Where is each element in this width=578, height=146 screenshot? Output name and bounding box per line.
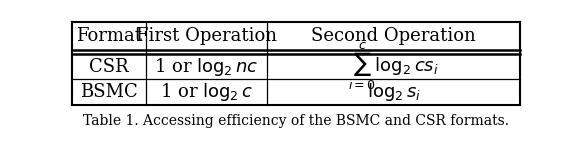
Text: BSMC: BSMC <box>80 83 138 101</box>
Text: $\log_2 s_i$: $\log_2 s_i$ <box>366 81 421 103</box>
Text: Second Operation: Second Operation <box>312 27 476 45</box>
Text: $\sum_{i=0}^{c} \log_2 cs_i$: $\sum_{i=0}^{c} \log_2 cs_i$ <box>349 41 439 92</box>
Text: Table 1. Accessing efficiency of the BSMC and CSR formats.: Table 1. Accessing efficiency of the BSM… <box>83 114 509 128</box>
Text: CSR: CSR <box>90 58 129 75</box>
Text: Format: Format <box>76 27 142 45</box>
Text: First Operation: First Operation <box>136 27 277 45</box>
Text: 1 or $\log_2 c$: 1 or $\log_2 c$ <box>160 81 253 103</box>
Text: 1 or $\log_2 nc$: 1 or $\log_2 nc$ <box>154 55 259 78</box>
